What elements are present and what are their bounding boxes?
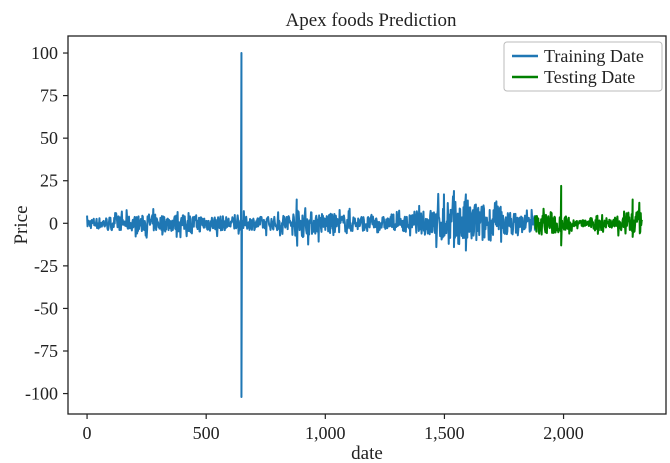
- legend-label-testing: Testing Date: [544, 67, 635, 87]
- y-tick-label: 100: [31, 43, 58, 63]
- x-tick-label: 2,000: [543, 423, 584, 443]
- x-tick-label: 1,000: [305, 423, 346, 443]
- legend-label-training: Training Date: [544, 46, 644, 66]
- y-tick-label: 25: [40, 171, 58, 191]
- y-tick-label: -75: [34, 341, 58, 361]
- legend: Training Date Testing Date: [503, 41, 663, 92]
- x-tick-label: 0: [83, 423, 92, 443]
- plot-frame: [67, 35, 667, 415]
- y-tick-label: -50: [34, 298, 58, 318]
- series-line-testing: [533, 184, 644, 247]
- y-tick-label: -100: [25, 384, 58, 404]
- x-tick-label: 1,500: [424, 423, 465, 443]
- legend-box: [503, 41, 663, 92]
- y-axis-label: Price: [11, 205, 32, 244]
- y-tick-label: 50: [40, 128, 58, 148]
- y-tick-label: 0: [49, 213, 58, 233]
- x-axis: 0 500 1,000 1,500 2,000: [83, 414, 584, 443]
- x-axis-label: date: [351, 443, 383, 463]
- y-axis: 100 75 50 25 0 -25 -50 -75 -100: [25, 43, 68, 404]
- y-tick-label: 75: [40, 86, 58, 106]
- x-tick-label: 500: [193, 423, 220, 443]
- series-line-training: [86, 52, 536, 398]
- y-tick-label: -25: [34, 256, 58, 276]
- chart-title: Apex foods Prediction: [286, 10, 457, 31]
